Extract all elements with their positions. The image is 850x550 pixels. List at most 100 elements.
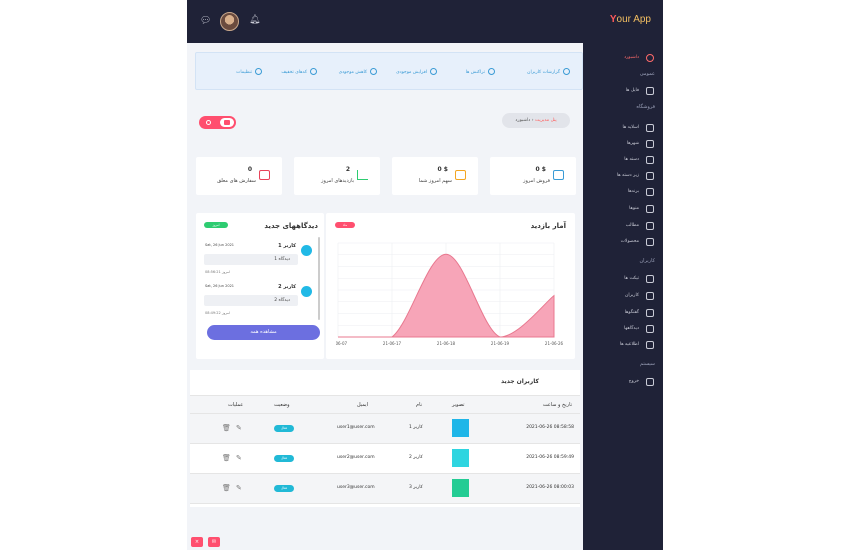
topbar: 💬︎ 🔔︎ Your App [187, 0, 663, 43]
chat-icon [646, 309, 654, 317]
sidebar-item-cities[interactable]: شهرها [583, 137, 663, 151]
shield-icon [488, 68, 495, 75]
sidebar-item-logout[interactable]: خروج [583, 375, 663, 389]
avatar [301, 245, 312, 256]
table-row: 2021-06-26 08:00:03 کاربر 3 user3@user.c… [190, 474, 580, 504]
sidebar-heading-general: عمومی [639, 71, 655, 77]
sidebar-item-notifications[interactable]: اطلاعیه ها [583, 338, 663, 352]
user-image [452, 449, 469, 467]
table-row: 2021-06-26 08:58:58 کاربر 1 user1@user.c… [190, 414, 580, 444]
user-image [452, 479, 469, 497]
comments-period-badge[interactable]: امروز [204, 222, 228, 228]
new-users-card: کاربران جدید تاریخ و ساعت تصویر نام ایمی… [190, 370, 580, 507]
comment-item[interactable]: کاربر 2 Sat, 26 Jun 2021 دیدگاه 2 امروز … [202, 281, 314, 322]
app-logo[interactable]: Your App [609, 14, 651, 25]
stat-sales-today: 0 $ فروش امروز [490, 157, 576, 195]
footer-mail-button[interactable]: ✉ [208, 537, 220, 547]
power-icon [646, 378, 654, 386]
comments-card: دیدگاههای جدید امروز کاربر 1 Sat, 26 Jun… [196, 213, 324, 359]
cart-icon [553, 170, 564, 180]
comments-list: کاربر 1 Sat, 26 Jun 2021 دیدگاه 1 امروز … [202, 237, 314, 322]
chart-x-tick-label: 21-06-07 [336, 341, 348, 346]
sun-icon [206, 120, 211, 125]
sidebar-item-dashboard[interactable]: داشبورد [583, 51, 663, 65]
settings-icon [255, 68, 262, 75]
sidebar-item-chats[interactable]: گفتگوها [583, 306, 663, 320]
sidebar-item-subcategories[interactable]: زیر دسته ها [583, 169, 663, 183]
shield-icon [370, 68, 377, 75]
edit-icon [646, 222, 654, 230]
sidebar-item-files[interactable]: فایل ها [583, 84, 663, 98]
trash-icon[interactable]: 🗑︎ [222, 424, 231, 432]
chat-icon[interactable]: 💬︎ [200, 16, 212, 26]
avatar [301, 286, 312, 297]
sidebar-heading-users: کاربران [639, 258, 655, 264]
quick-actions-bar: گزارشات کاربران تراکنش ها افزایش موجودی … [195, 52, 583, 90]
bell-icon [646, 341, 654, 349]
moon-icon [224, 120, 230, 125]
chart-x-tick-label: 21-06-18 [437, 341, 456, 346]
city-icon [646, 140, 654, 148]
comments-scrollbar[interactable] [318, 237, 320, 320]
quick-user-reports[interactable]: گزارشات کاربران [527, 68, 570, 75]
sidebar-item-tickets[interactable]: تیکت ها [583, 272, 663, 286]
app-window: 💬︎ 🔔︎ Your App داشبورد عمومی فایل ها فرو… [187, 0, 663, 550]
gear-icon [646, 238, 654, 246]
grid-icon [646, 156, 654, 164]
home-icon [646, 54, 654, 62]
sidebar: داشبورد عمومی فایل ها فروشگاه اسلاید ها … [583, 43, 663, 550]
grid-icon [646, 172, 654, 180]
status-badge[interactable]: فعال [274, 455, 294, 462]
box-icon [259, 170, 270, 180]
shield-icon [430, 68, 437, 75]
user-image [452, 419, 469, 437]
table-row: 2021-06-26 08:59:49 کاربر 2 user2@user.c… [190, 444, 580, 474]
trash-icon[interactable]: 🗑︎ [222, 454, 231, 462]
visits-period-badge[interactable]: ماه [335, 222, 355, 228]
quick-transactions[interactable]: تراکنش ها [466, 68, 495, 75]
sidebar-item-menus[interactable]: منوها [583, 202, 663, 216]
quick-discount-codes[interactable]: کدهای تخفیف [281, 68, 317, 75]
bell-icon[interactable]: 🔔︎ [249, 15, 261, 25]
wallet-icon [455, 170, 466, 180]
bar-chart-icon [357, 170, 368, 180]
stat-pending-orders: 0 سفارش های معلق [196, 157, 282, 195]
breadcrumb-root[interactable]: پنل مدیریت [534, 118, 557, 123]
sidebar-item-slides[interactable]: اسلاید ها [583, 121, 663, 135]
menu-icon [646, 205, 654, 213]
show-all-button[interactable]: مشاهده همه [207, 325, 320, 340]
chart-x-tick-label: 21-06-26 [545, 341, 564, 346]
breadcrumb: پنل مدیریت ‹ داشبورد [502, 113, 570, 128]
comment-item[interactable]: کاربر 1 Sat, 26 Jun 2021 دیدگاه 1 امروز … [202, 237, 314, 281]
theme-toggle[interactable] [199, 116, 236, 129]
sidebar-item-users[interactable]: کاربران [583, 289, 663, 303]
status-badge[interactable]: فعال [274, 485, 294, 492]
globe-icon [563, 68, 570, 75]
quick-increase-balance[interactable]: افزایش موجودی [396, 68, 437, 75]
sidebar-heading-shop: فروشگاه [636, 104, 655, 110]
chart-x-tick-label: 21-06-17 [383, 341, 402, 346]
sidebar-item-brands[interactable]: برندها [583, 185, 663, 199]
edit-icon[interactable]: ✎ [236, 454, 242, 462]
status-badge[interactable]: فعال [274, 425, 294, 432]
trash-icon[interactable]: 🗑︎ [222, 484, 231, 492]
breadcrumb-current: داشبورد [515, 118, 531, 123]
footer-close-button[interactable]: × [191, 537, 203, 547]
sidebar-item-products[interactable]: محصولات [583, 235, 663, 249]
visits-chart: 21-06-07 21-06-17 21-06-18 21-06-19 21-06-26 [336, 242, 564, 346]
folder-icon [646, 87, 654, 95]
quick-settings[interactable]: تنظیمات [236, 68, 262, 75]
sidebar-item-comments[interactable]: دیدگاهها [583, 322, 663, 336]
monitor-icon [310, 68, 317, 75]
slides-icon [646, 124, 654, 132]
visits-chart-card: آمار بازدید ماه 21-06-0721-06-1721-06-18… [326, 213, 575, 359]
edit-icon[interactable]: ✎ [236, 424, 242, 432]
edit-icon[interactable]: ✎ [236, 484, 242, 492]
sidebar-item-posts[interactable]: مطالب [583, 219, 663, 233]
avatar[interactable] [220, 12, 239, 31]
ticket-icon [646, 275, 654, 283]
sidebar-item-categories[interactable]: دسته ها [583, 153, 663, 167]
quick-decrease-balance[interactable]: کاهش موجودی [339, 68, 377, 75]
chart-area-series [338, 253, 555, 338]
table-header: تاریخ و ساعت تصویر نام ایمیل وضعیت عملیا… [190, 395, 580, 414]
